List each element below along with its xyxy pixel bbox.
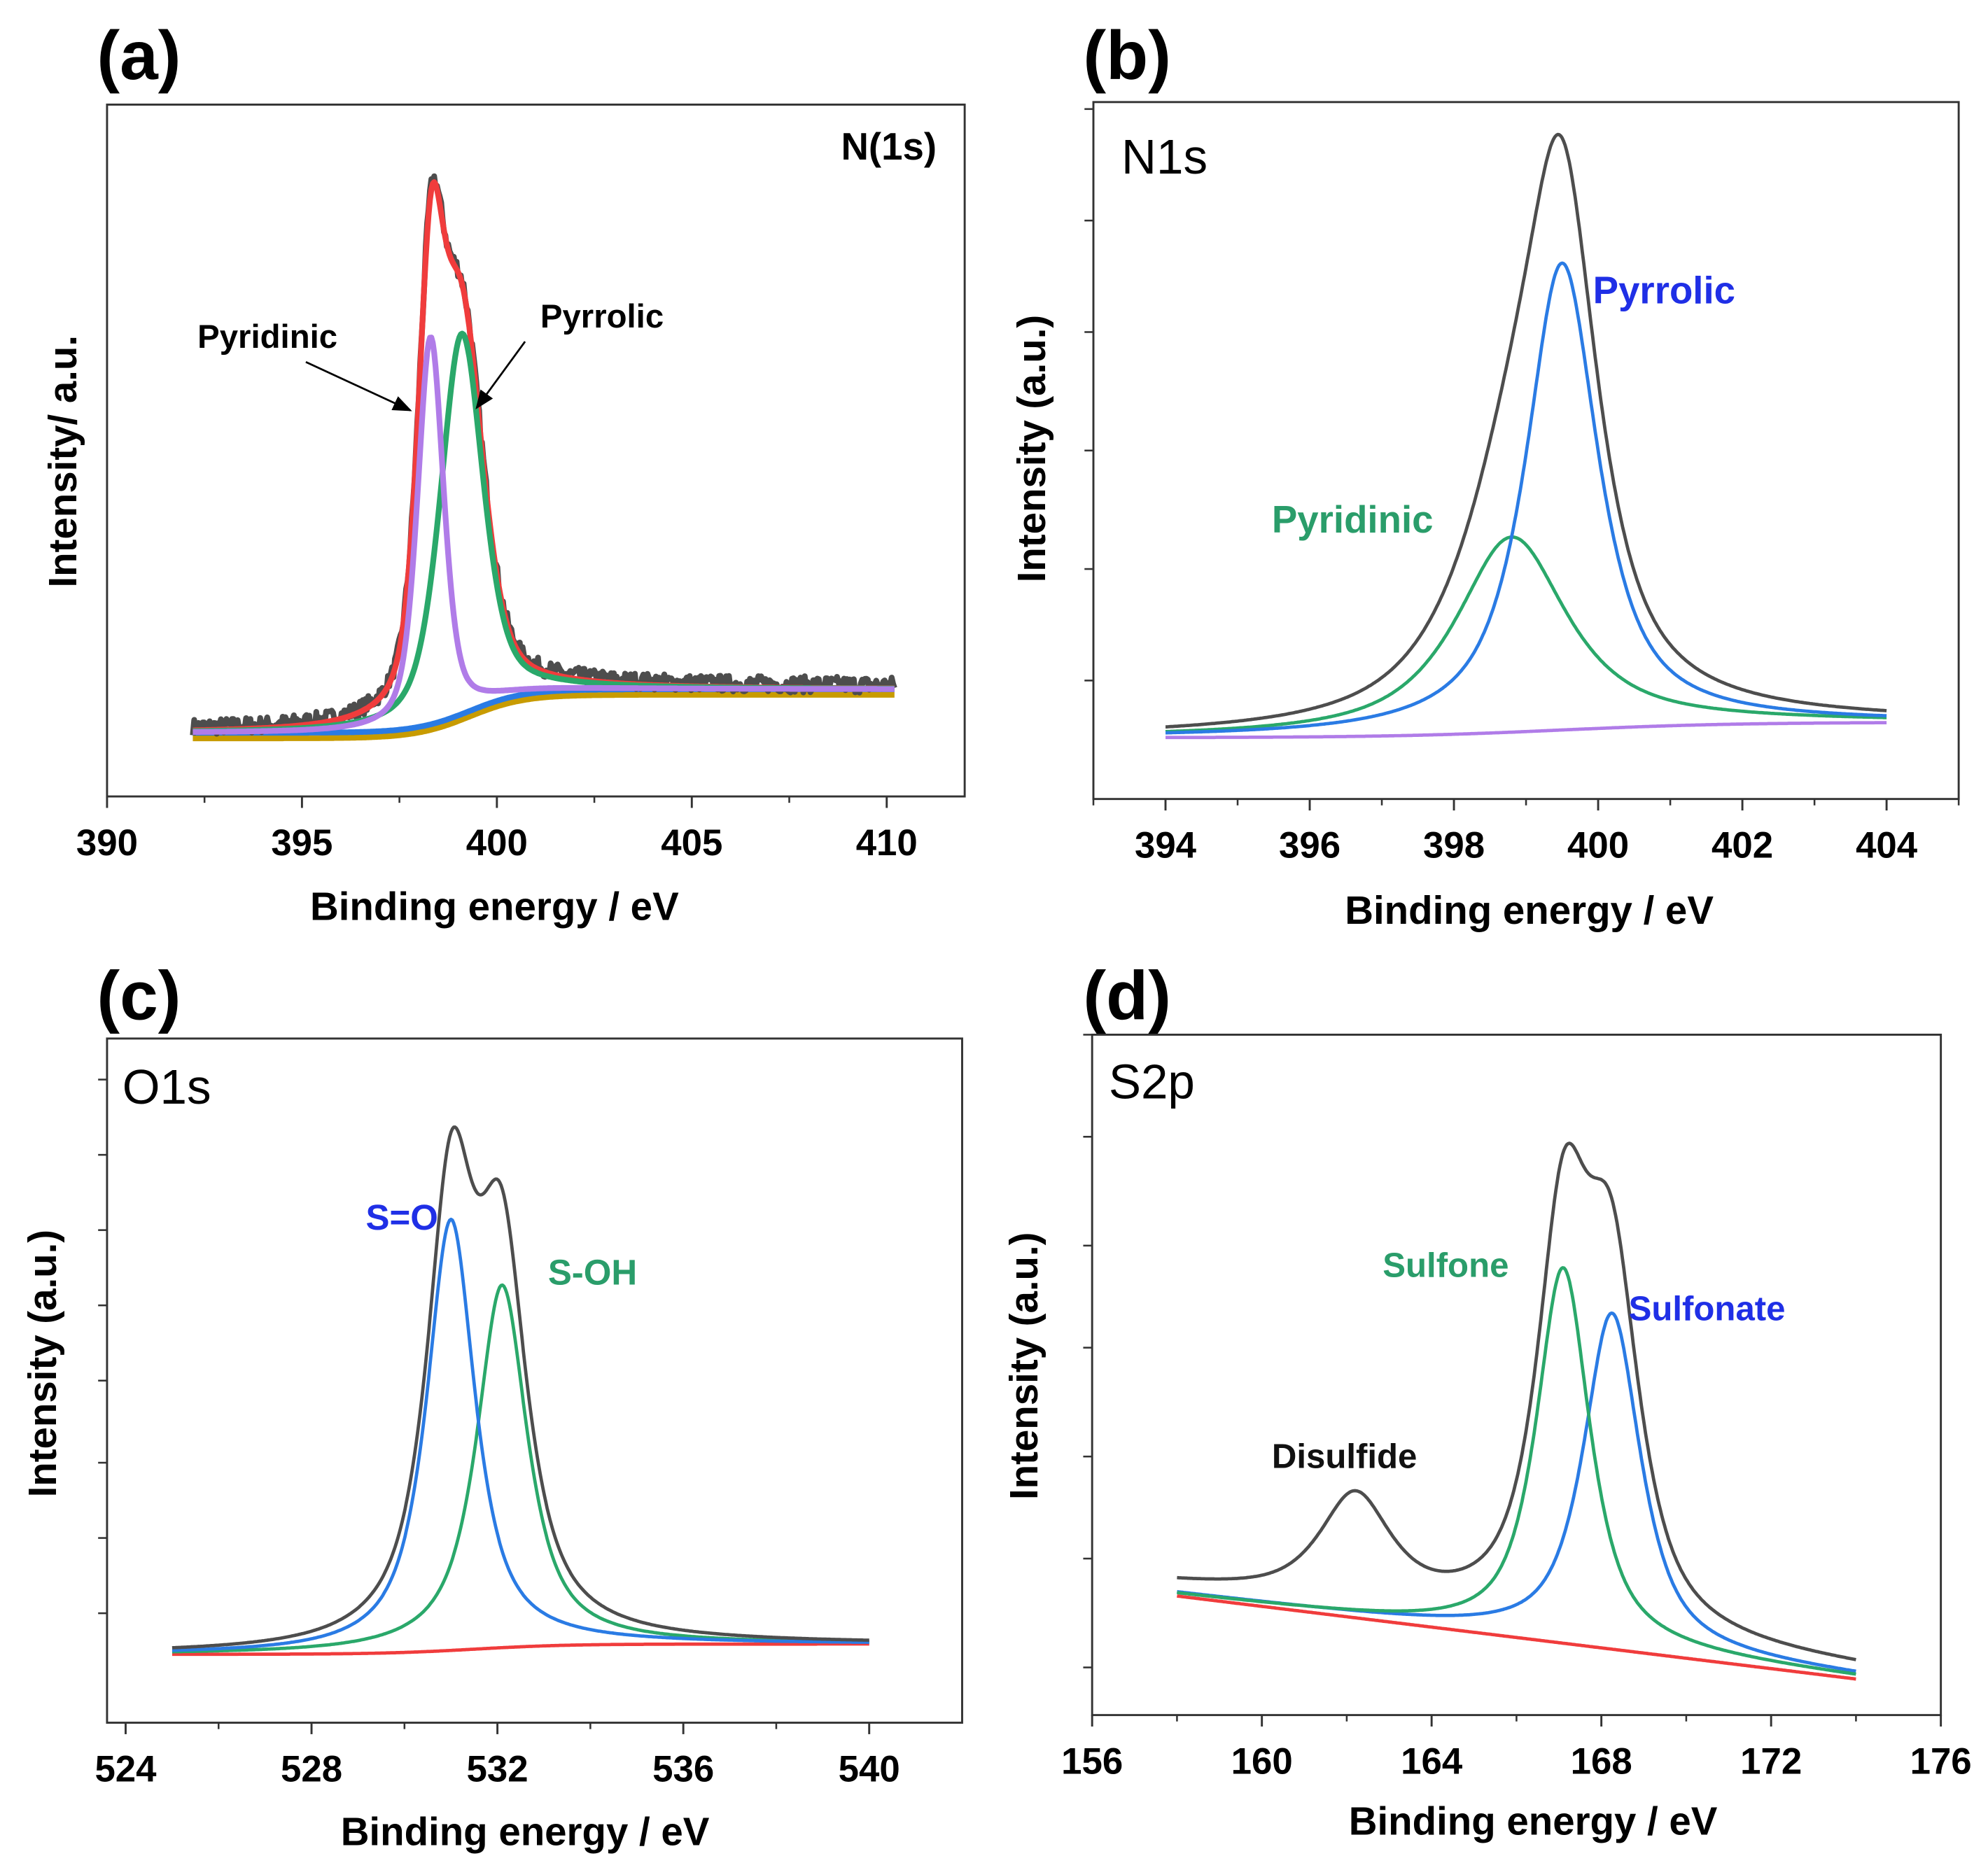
panel-b: (b) 394 396 398 400 402 404 N1s Binding energ… [1009,17,1960,932]
plot-area: 390 395 400 405 410 [76,104,966,864]
x-tick-label: 524 [94,1748,157,1790]
x-tick-label: 160 [1231,1741,1293,1782]
panel-c: (c) 524 528 532 536 540 O1s Binding energy /… [20,957,963,1853]
x-axis-label: Binding energy / eV [1349,1799,1718,1843]
annotation-s-oh: S-OH [548,1252,637,1292]
panel-label: (c) [97,957,181,1034]
series-pyrrolic [1165,261,1887,735]
plot-frame [106,1037,963,1724]
panel-label: (b) [1083,17,1171,94]
annotation-pyridinic: Pyridinic [197,318,337,356]
annotation-pyridinic: Pyridinic [1272,498,1434,541]
series-pyridinic [1165,535,1887,733]
series-background-2 [191,691,896,742]
series-experimental [190,173,897,737]
x-tick-label: 156 [1061,1741,1123,1782]
panel-title: O1s [122,1060,211,1114]
series-experimental [1177,1141,1856,1661]
panel-a: (a) 390 395 400 405 410 N(1s) Binding energy… [41,17,966,929]
annotation-sulfonate: Sulfonate [1629,1290,1786,1328]
plot-area: 524 528 532 536 540 [94,1037,963,1790]
series-sulfone [1177,1266,1856,1676]
plot-area: 156 160 164 168 172 176 [1061,1034,1972,1782]
x-tick-label: 400 [466,822,528,864]
x-tick-label: 404 [1856,824,1918,866]
x-tick-label: 395 [271,822,332,864]
x-tick-label: 405 [661,822,722,864]
panel-d: (d) 156 160 164 168 172 176 S2p Binding energ… [1002,957,1972,1843]
x-axis-label: Binding energy / eV [1345,888,1714,932]
x-tick-label: 390 [76,822,138,864]
series-fit-envelope [191,179,896,733]
panel-label: (a) [97,17,181,94]
plot-frame [106,104,966,798]
annotation-disulfide: Disulfide [1272,1437,1418,1475]
x-tick-label: 396 [1279,824,1340,866]
plot-frame [1091,1034,1942,1717]
x-tick-label: 528 [281,1748,342,1790]
annotation-s-o-double: S=O [365,1197,438,1237]
annotation-pyrrolic: Pyrrolic [1593,269,1735,311]
annotation-sulfone: Sulfone [1382,1246,1508,1284]
annotation-arrow [475,341,526,409]
y-axis-label: Intensity (a.u.) [1009,315,1054,582]
y-axis-label: Intensity/ a.u. [41,335,85,588]
x-axis-label: Binding energy / eV [341,1809,710,1853]
series-experimental [172,1125,870,1650]
y-axis-label: Intensity (a.u.) [20,1230,64,1497]
series-background [172,1642,870,1657]
x-tick-label: 176 [1910,1741,1972,1782]
y-axis-label: Intensity (a.u.) [1002,1232,1046,1500]
series-s-o [172,1217,870,1652]
series-experimental [1165,132,1887,729]
series-background [1177,1594,1856,1681]
panel-title: N1s [1121,129,1208,184]
series-sulfonate [1177,1311,1856,1673]
x-tick-label: 168 [1571,1741,1632,1782]
annotation-arrow [305,360,412,412]
series-pyridinic [191,335,896,736]
x-tick-label: 398 [1423,824,1485,866]
series-background [1165,721,1887,740]
x-tick-label: 400 [1567,824,1629,866]
x-tick-label: 410 [856,822,918,864]
x-tick-label: 172 [1740,1741,1802,1782]
x-axis-label: Binding energy / eV [310,885,679,929]
x-tick-label: 540 [839,1748,900,1790]
x-tick-label: 536 [652,1748,714,1790]
panel-title: N(1s) [841,125,937,168]
x-tick-label: 402 [1712,824,1773,866]
x-tick-label: 532 [467,1748,528,1790]
annotation-pyrrolic: Pyrrolic [540,298,664,335]
panel-label: (d) [1083,957,1171,1034]
plot-area: 394 396 398 400 402 404 [1084,101,1960,866]
x-tick-label: 394 [1135,824,1197,866]
x-tick-label: 164 [1401,1741,1463,1782]
panel-title: S2p [1109,1054,1195,1109]
